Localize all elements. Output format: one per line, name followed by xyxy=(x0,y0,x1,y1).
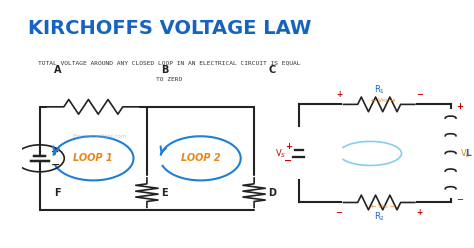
Text: TOTAL VOLTAGE AROUND ANY CLOSED LOOP IN AN ELECTRICAL CIRCUIT IS EQUAL: TOTAL VOLTAGE AROUND ANY CLOSED LOOP IN … xyxy=(38,60,301,65)
Text: +: + xyxy=(456,102,463,111)
Text: −: − xyxy=(284,156,292,166)
Text: R$_1$: R$_1$ xyxy=(374,83,385,96)
Text: TO ZERO: TO ZERO xyxy=(156,77,182,82)
Text: Electrocredible.com: Electrocredible.com xyxy=(73,134,127,139)
Text: +: + xyxy=(285,142,292,151)
Text: D: D xyxy=(268,188,276,198)
Text: V$_L$: V$_L$ xyxy=(460,147,471,160)
Text: −: − xyxy=(336,208,342,217)
Text: −: − xyxy=(51,159,60,169)
Text: B: B xyxy=(161,65,168,75)
Text: LOOP 1: LOOP 1 xyxy=(73,153,113,163)
Text: +: + xyxy=(51,147,59,157)
Text: +: + xyxy=(336,90,342,99)
Text: R$_2$: R$_2$ xyxy=(374,211,385,223)
Text: E: E xyxy=(162,188,168,198)
Text: V$_S$: V$_S$ xyxy=(275,147,287,160)
Text: +: + xyxy=(416,208,422,217)
Text: C: C xyxy=(268,65,275,75)
Text: −: − xyxy=(456,195,463,205)
Text: ← V$_{R2}$ →: ← V$_{R2}$ → xyxy=(370,202,397,211)
Text: L: L xyxy=(465,149,471,158)
Text: ← V$_{R1}$ →: ← V$_{R1}$ → xyxy=(370,96,397,105)
Text: KIRCHOFFS VOLTAGE LAW: KIRCHOFFS VOLTAGE LAW xyxy=(27,19,311,37)
Text: A: A xyxy=(54,65,61,75)
Text: LOOP 2: LOOP 2 xyxy=(181,153,220,163)
Text: F: F xyxy=(54,188,61,198)
Text: −: − xyxy=(416,90,423,99)
